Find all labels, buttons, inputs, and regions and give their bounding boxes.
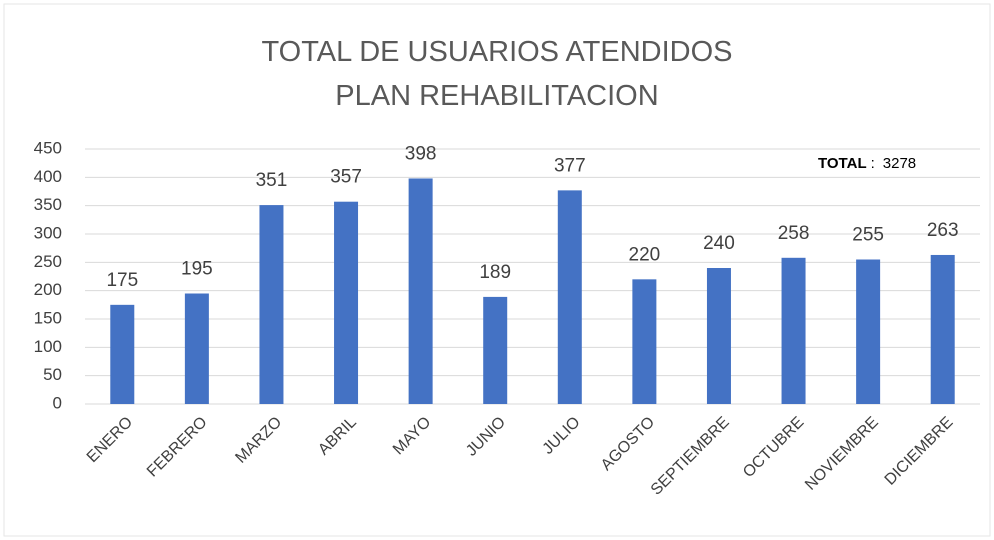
value-label: 220	[629, 244, 661, 265]
y-tick-label: 200	[34, 280, 62, 299]
y-tick-label: 300	[34, 223, 62, 242]
value-label: 263	[927, 220, 959, 241]
value-label: 258	[778, 223, 810, 244]
bar	[930, 254, 955, 404]
x-tick-label: ENERO	[84, 414, 136, 466]
y-tick-label: 450	[34, 138, 62, 157]
x-tick-label: JUNIO	[463, 414, 509, 460]
bar	[557, 190, 582, 404]
x-tick-label: OCTUBRE	[740, 414, 807, 481]
annotation-value: 3278	[883, 155, 916, 172]
y-tick-label: 0	[53, 393, 62, 412]
value-label: 189	[479, 262, 511, 283]
bar	[408, 178, 433, 404]
x-tick-label: DICIEMBRE	[882, 414, 957, 489]
bar	[856, 259, 881, 404]
y-tick-label: 100	[34, 337, 62, 356]
total-annotation: TOTAL:3278	[818, 155, 916, 172]
y-tick-label: 50	[43, 365, 62, 384]
y-tick-label: 400	[34, 167, 62, 186]
value-label: 255	[852, 225, 884, 246]
bar	[781, 257, 806, 404]
frame	[3, 3, 991, 537]
bar	[110, 304, 135, 404]
x-tick-label: JULIO	[540, 414, 584, 458]
bar	[259, 205, 284, 404]
y-tick-label: 250	[34, 252, 62, 271]
value-label: 351	[256, 170, 288, 191]
annotation-label: TOTAL	[818, 155, 867, 172]
x-tick-label: MAYO	[390, 414, 435, 459]
value-label: 240	[703, 233, 735, 254]
value-label: 398	[405, 143, 437, 164]
value-label: 357	[330, 167, 362, 188]
value-label: 377	[554, 155, 586, 176]
bar	[483, 296, 508, 404]
x-tick-label: FEBRERO	[144, 414, 211, 481]
bar	[706, 268, 731, 404]
x-tick-label: SEPTIEMBRE	[648, 414, 733, 499]
bar	[334, 201, 359, 404]
x-tick-label: MARZO	[232, 414, 285, 467]
value-label: 195	[181, 259, 213, 280]
bar	[632, 279, 657, 404]
x-tick-label: AGOSTO	[598, 414, 658, 474]
bar	[184, 293, 209, 404]
x-tick-label: ABRIL	[315, 414, 360, 459]
y-tick-label: 150	[34, 308, 62, 327]
annotation-separator: :	[871, 155, 875, 172]
y-tick-label: 350	[34, 195, 62, 214]
value-label: 175	[106, 270, 138, 291]
x-tick-label: NOVIEMBRE	[802, 414, 882, 494]
chart-title: TOTAL DE USUARIOS ATENDIDOS PLAN REHABIL…	[261, 36, 733, 112]
